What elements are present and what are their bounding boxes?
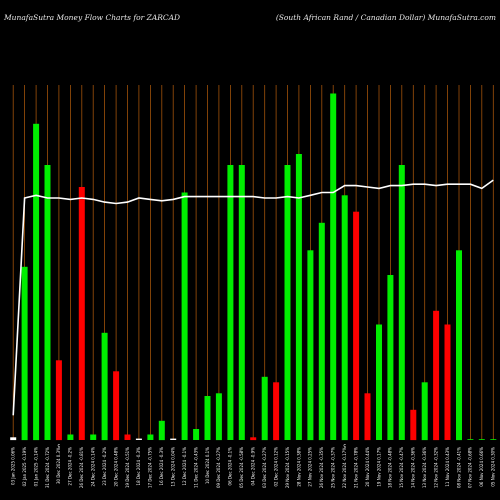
- x-tick-label: 26 Dec 2024 -0.81%: [79, 447, 84, 488]
- bar: [398, 165, 405, 440]
- x-tick-label: 22 Nov 2024 -0.17%: [342, 447, 347, 488]
- x-tick-label: 06 Dec 2024 -0.1%: [228, 447, 233, 486]
- x-tick-label: 06 Nov 2024 0.66%: [479, 447, 484, 487]
- x-tick-label: 13 Nov 2024 -0.36%: [422, 447, 427, 488]
- bar: [341, 195, 348, 441]
- x-tick-label: 08 Nov 2024 -0.41%: [456, 447, 461, 488]
- x-tick-label: 20 Dec 2024 0.48%: [113, 447, 118, 487]
- bar: [124, 434, 131, 440]
- bar: [410, 409, 417, 441]
- x-tick-label: 20 Nov 2024 0.44%: [365, 447, 370, 487]
- bar: [147, 434, 154, 440]
- bar: [490, 439, 497, 440]
- bar: [467, 439, 474, 440]
- x-tick-label: 01 Jan 2025 -0.14%: [33, 447, 38, 487]
- bar: [10, 437, 17, 441]
- x-tick-label: 11 Nov 2024 0.43%: [445, 447, 450, 487]
- bar: [44, 165, 51, 440]
- x-tick-label: 07 Nov 2024 -0.68%: [468, 447, 473, 488]
- x-tick-label: 24 Dec 2024 0.14%: [91, 447, 96, 487]
- chart-title-left: MunafaSutra Money Flow Charts for ZARCAD: [3, 13, 180, 22]
- money-flow-line: [12, 179, 494, 416]
- bar: [181, 192, 188, 440]
- bar: [376, 324, 382, 440]
- bar: [101, 332, 108, 441]
- bar: [433, 310, 440, 441]
- x-tick-label: 19 Dec 2024 -0.51%: [125, 447, 130, 488]
- bar: [21, 266, 28, 441]
- x-tick-label: 02 Jan 2025 -0.19%: [22, 447, 27, 487]
- bar: [78, 187, 85, 440]
- x-axis-labels: 03 Jan 2025 0.06% 02 Jan 2025 -0.19% 01 Ja…: [11, 447, 496, 488]
- bar: [273, 382, 280, 441]
- x-marker-label: c: [58, 443, 61, 449]
- bar: [238, 165, 245, 440]
- bar: [33, 123, 40, 441]
- bars-layer: [10, 93, 497, 441]
- x-tick-label: 27 Nov 2024 0.25%: [308, 447, 313, 487]
- bar: [215, 393, 222, 441]
- x-tick-label: 04 Dec 2024 -0.9%: [251, 447, 256, 486]
- x-tick-label: 11 Dec 2024 -0.43%: [193, 447, 198, 488]
- x-tick-label: 21 Nov 2024 -0.78%: [353, 447, 358, 488]
- bar: [90, 434, 97, 440]
- bar: [158, 420, 165, 441]
- bar: [170, 438, 177, 440]
- bar: [387, 275, 394, 440]
- x-tick-label: 05 Nov 2024 0.30%: [491, 447, 496, 487]
- bar: [261, 376, 268, 441]
- x-tick-label: 12 Dec 2024 -0.1%: [182, 447, 187, 486]
- x-tick-label: 15 Nov 2024 -0.47%: [399, 447, 404, 488]
- bar: [295, 154, 302, 440]
- bar: [444, 324, 451, 440]
- x-tick-label: 23 Dec 2024 -0.2%: [102, 447, 107, 486]
- bar: [364, 393, 371, 441]
- x-tick-label: 13 Dec 2024 0.04%: [171, 447, 176, 487]
- bar: [330, 93, 337, 440]
- bar: [421, 382, 428, 441]
- x-tick-label: 31 Dec 2024 -0.72%: [45, 447, 50, 488]
- x-tick-label: 03 Dec 2024 -0.27%: [262, 447, 267, 488]
- x-marker-label: c: [343, 443, 346, 449]
- x-tick-label: 14 Nov 2024 -0.36%: [411, 447, 416, 488]
- bar: [55, 360, 62, 441]
- chart-title-right: (South African Rand / Canadian Dollar) M…: [276, 13, 496, 22]
- bar: [135, 438, 142, 440]
- x-tick-label: 18 Nov 2024 -0.48%: [388, 447, 393, 488]
- x-tick-label: 19 Nov 2024 0.17%: [376, 447, 381, 487]
- x-tick-label: 16 Dec 2024 -0.3%: [159, 447, 164, 486]
- x-tick-label: 26 Nov 2024 -0.35%: [319, 447, 324, 488]
- x-tick-label: 28 Nov 2024 0.38%: [296, 447, 301, 487]
- bar: [318, 222, 325, 441]
- bar: [478, 439, 485, 440]
- bar: [204, 396, 211, 440]
- bar: [353, 211, 360, 440]
- bar: [250, 437, 257, 441]
- x-tick-label: 29 Nov 2024 -0.15%: [285, 447, 290, 488]
- x-tick-label: 03 Jan 2025 0.06%: [11, 447, 16, 485]
- x-tick-label: 10 Dec 2024 0.1%: [205, 447, 210, 484]
- bar: [456, 250, 462, 441]
- x-tick-label: 12 Nov 2024 -0.32%: [433, 447, 438, 488]
- x-tick-label: 17 Dec 2024 -0.75%: [148, 447, 153, 488]
- x-tick-label: 18 Dec 2024 -0.3%: [136, 447, 141, 486]
- bar: [307, 250, 314, 441]
- x-tick-label: 25 Nov 2024 -0.37%: [331, 447, 336, 488]
- x-tick-label: 27 Dec 2024 -0.2%: [68, 447, 73, 486]
- bar: [227, 165, 234, 440]
- x-tick-label: 30 Dec 2024 0.3%: [56, 447, 61, 484]
- x-tick-label: 05 Dec 2024 -0.58%: [239, 447, 244, 488]
- bar: [67, 434, 74, 440]
- bar: [193, 429, 200, 440]
- bar: [284, 165, 291, 440]
- x-tick-label: 09 Dec 2024 -0.27%: [216, 447, 221, 488]
- bar: [113, 371, 120, 441]
- x-tick-label: 02 Dec 2024 0.12%: [273, 447, 278, 487]
